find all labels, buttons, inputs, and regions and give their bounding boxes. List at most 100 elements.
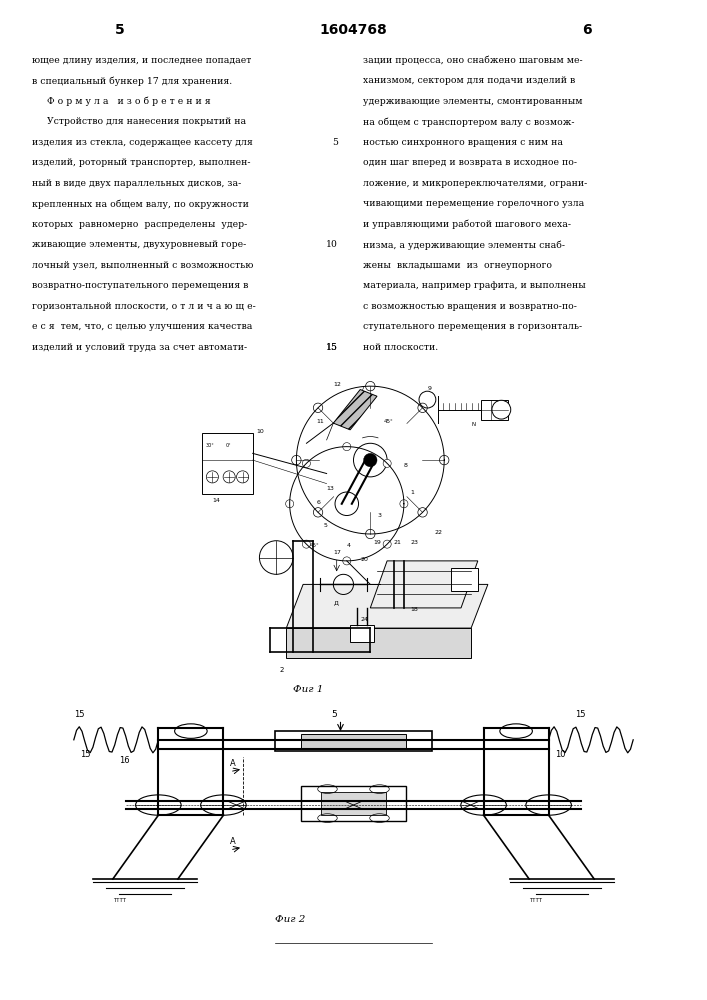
Circle shape xyxy=(492,400,510,419)
Text: 20: 20 xyxy=(361,557,368,562)
Text: 14: 14 xyxy=(212,498,221,503)
Bar xyxy=(481,400,508,420)
Text: материала, например графита, и выполнены: материала, например графита, и выполнены xyxy=(363,281,586,290)
Text: 7: 7 xyxy=(361,386,364,391)
Text: е с я  тем, что, с целью улучшения качества: е с я тем, что, с целью улучшения качест… xyxy=(32,322,252,331)
Text: 12: 12 xyxy=(333,382,341,387)
Text: Ф о р м у л а   и з о б р е т е н и я: Ф о р м у л а и з о б р е т е н и я xyxy=(32,97,210,106)
Circle shape xyxy=(303,540,310,548)
Text: и управляющими работой шагового меха-: и управляющими работой шагового меха- xyxy=(363,220,571,229)
Circle shape xyxy=(313,403,322,413)
Text: 2: 2 xyxy=(279,667,284,673)
Bar xyxy=(350,625,374,642)
Text: ный в виде двух параллельных дисков, за-: ный в виде двух параллельных дисков, за- xyxy=(32,179,241,188)
Circle shape xyxy=(363,453,377,467)
Text: изделия из стекла, содержащее кассету для: изделия из стекла, содержащее кассету дл… xyxy=(32,138,252,147)
Text: ной плоскости.: ной плоскости. xyxy=(363,343,438,352)
Text: 3: 3 xyxy=(377,513,381,518)
Text: чивающими перемещение горелочного узла: чивающими перемещение горелочного узла xyxy=(363,199,585,208)
Bar xyxy=(202,433,252,494)
Text: Фиг 1: Фиг 1 xyxy=(293,685,323,694)
Text: изделий и условий труда за счет автомати-: изделий и условий труда за счет автомати… xyxy=(32,343,247,352)
Text: 21: 21 xyxy=(394,540,402,545)
Text: жены  вкладышами  из  огнеупорного: жены вкладышами из огнеупорного xyxy=(363,261,552,270)
Circle shape xyxy=(366,529,375,539)
Text: 15: 15 xyxy=(74,710,84,719)
Text: в специальный бункер 17 для хранения.: в специальный бункер 17 для хранения. xyxy=(32,76,232,86)
Bar xyxy=(451,568,478,591)
Text: 6: 6 xyxy=(582,23,592,37)
Text: крепленных на общем валу, по окружности: крепленных на общем валу, по окружности xyxy=(32,199,248,209)
Text: ТТТТ: ТТТТ xyxy=(529,898,542,903)
Circle shape xyxy=(343,443,351,451)
Text: лочный узел, выполненный с возможностью: лочный узел, выполненный с возможностью xyxy=(32,261,253,270)
Text: 10: 10 xyxy=(256,429,264,434)
Text: изделий, роторный транспортер, выполнен-: изделий, роторный транспортер, выполнен- xyxy=(32,158,250,167)
Text: 5: 5 xyxy=(323,523,327,528)
Circle shape xyxy=(440,455,449,465)
Text: 18: 18 xyxy=(411,607,419,612)
Text: 10: 10 xyxy=(555,750,566,759)
Text: которых  равномерно  распределены  удер-: которых равномерно распределены удер- xyxy=(32,220,247,229)
Text: 19: 19 xyxy=(374,540,382,545)
Text: 4: 4 xyxy=(346,543,351,548)
Circle shape xyxy=(383,459,391,467)
Text: 17: 17 xyxy=(333,550,341,555)
Text: 24: 24 xyxy=(361,617,368,622)
Text: удерживающие элементы, смонтированным: удерживающие элементы, смонтированным xyxy=(363,97,583,106)
Text: ТТТТ: ТТТТ xyxy=(113,898,126,903)
Text: 30°: 30° xyxy=(206,443,214,448)
Text: 5: 5 xyxy=(115,23,125,37)
Text: один шаг вперед и возврата в исходное по-: один шаг вперед и возврата в исходное по… xyxy=(363,158,577,167)
Bar xyxy=(301,734,406,748)
Text: Устройство для нанесения покрытий на: Устройство для нанесения покрытий на xyxy=(32,117,245,126)
Text: ступательного перемещения в горизонталь-: ступательного перемещения в горизонталь- xyxy=(363,322,583,331)
Polygon shape xyxy=(370,561,478,608)
Text: ханизмом, сектором для подачи изделий в: ханизмом, сектором для подачи изделий в xyxy=(363,76,575,85)
Text: 1: 1 xyxy=(411,490,414,495)
Text: низма, а удерживающие элементы снаб-: низма, а удерживающие элементы снаб- xyxy=(363,240,566,250)
Text: 10: 10 xyxy=(326,240,338,249)
Text: A: A xyxy=(230,837,235,846)
Text: 16: 16 xyxy=(119,756,130,765)
Circle shape xyxy=(286,500,293,508)
Circle shape xyxy=(313,508,322,517)
Circle shape xyxy=(400,500,408,508)
Text: Фиг 2: Фиг 2 xyxy=(276,916,306,924)
Text: живающие элементы, двухуровневый горе-: живающие элементы, двухуровневый горе- xyxy=(32,240,246,249)
Text: 22: 22 xyxy=(434,530,442,535)
Text: 8: 8 xyxy=(404,463,408,468)
Circle shape xyxy=(418,403,427,413)
Text: с возможностью вращения и возвратно-по-: с возможностью вращения и возвратно-по- xyxy=(363,302,577,311)
Bar xyxy=(321,792,386,815)
Circle shape xyxy=(292,455,301,465)
Polygon shape xyxy=(286,628,471,658)
Circle shape xyxy=(136,795,181,815)
Text: 0°: 0° xyxy=(226,443,231,448)
Text: на общем с транспортером валу с возмож-: на общем с транспортером валу с возмож- xyxy=(363,117,575,127)
Text: 13: 13 xyxy=(327,486,334,491)
Polygon shape xyxy=(333,390,377,430)
Text: 45°: 45° xyxy=(310,543,320,548)
Circle shape xyxy=(383,540,391,548)
Text: 9: 9 xyxy=(428,386,431,391)
Text: 11: 11 xyxy=(317,419,325,424)
Text: возвратно-поступательного перемещения в: возвратно-поступательного перемещения в xyxy=(32,281,248,290)
Text: ющее длину изделия, и последнее попадает: ющее длину изделия, и последнее попадает xyxy=(32,56,251,65)
Circle shape xyxy=(343,557,351,565)
Text: горизонтальной плоскости, о т л и ч а ю щ е-: горизонтальной плоскости, о т л и ч а ю … xyxy=(32,302,255,311)
Text: 5: 5 xyxy=(331,710,337,719)
Circle shape xyxy=(366,381,375,391)
Circle shape xyxy=(354,443,387,477)
Text: 15: 15 xyxy=(81,750,90,759)
Text: 1604768: 1604768 xyxy=(320,23,387,37)
Text: 6: 6 xyxy=(317,500,320,505)
Text: 15: 15 xyxy=(575,710,585,719)
Text: 23: 23 xyxy=(411,540,419,545)
Text: A: A xyxy=(230,759,235,768)
Text: ностью синхронного вращения с ним на: ностью синхронного вращения с ним на xyxy=(363,138,563,147)
Polygon shape xyxy=(286,584,488,628)
Bar xyxy=(301,786,406,821)
Circle shape xyxy=(303,459,310,467)
Bar xyxy=(276,731,431,751)
